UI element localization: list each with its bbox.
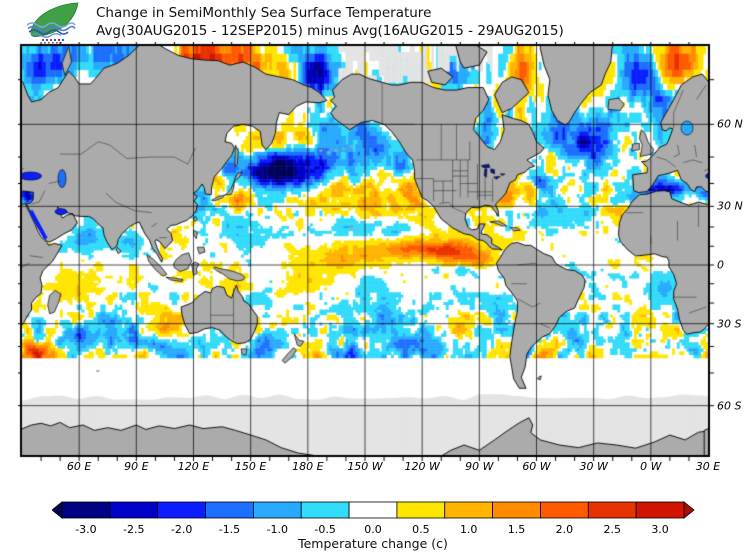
colorbar-tick-label: 0.5 <box>412 523 430 536</box>
colorbar-tick-label: 2.0 <box>556 523 574 536</box>
x-axis-label: 150 W <box>347 460 383 473</box>
colorbar-segment <box>540 501 589 519</box>
x-axis-label: 90 W <box>465 460 494 473</box>
y-axis-label: 60 S <box>717 399 742 413</box>
colorbar-segment <box>444 501 494 519</box>
colorbar-segment <box>61 501 111 519</box>
colorbar-tick-label: -0.5 <box>314 523 335 536</box>
colorbar-tick-label: -2.5 <box>123 523 144 536</box>
colorbar-segment <box>157 501 206 519</box>
plot-title: Change in SemiMonthly Sea Surface Temper… <box>96 5 432 21</box>
y-axis-label: 0 <box>717 258 724 272</box>
y-axis-label: 60 N <box>717 117 743 131</box>
colorbar-segment <box>587 501 637 519</box>
plot-subtitle: Avg(30AUG2015 - 12SEP2015) minus Avg(16A… <box>96 23 564 39</box>
colorbar-segment <box>205 501 254 519</box>
colorbar-above-max-arrow <box>683 501 695 519</box>
grads-cola-logo-icon <box>26 2 79 44</box>
x-axis-label: 120 W <box>404 460 440 473</box>
colorbar-tick-label: 0.0 <box>364 523 382 536</box>
colorbar-tick-label: -1.0 <box>267 523 288 536</box>
x-axis-label: 0 W <box>640 460 662 473</box>
colorbar-segment <box>492 501 541 519</box>
x-axis-label: 180 E <box>292 460 324 473</box>
colorbar-tick-label: 2.5 <box>603 523 621 536</box>
colorbar-segment <box>348 501 398 519</box>
x-axis-label: 30 W <box>579 460 608 473</box>
colorbar-tick-label: -2.0 <box>171 523 192 536</box>
plot-titles: Change in SemiMonthly Sea Surface Temper… <box>96 4 564 40</box>
colorbar-tick-label: -1.5 <box>219 523 240 536</box>
colorbar-segment <box>109 501 159 519</box>
colorbar-below-min-arrow <box>52 501 63 519</box>
colorbar-tick-label: 1.0 <box>460 523 478 536</box>
x-axis-label: 120 E <box>177 460 210 473</box>
y-axis-label: 30 N <box>717 199 743 213</box>
x-axis-label: 150 E <box>234 460 267 473</box>
x-axis-label: 30 E <box>695 460 721 473</box>
x-axis-label: 90 E <box>124 460 149 473</box>
colorbar: -3.0 -2.5 -2.0 -1.5 -1.0 -0.5 0.0 0.5 1.0 1.5 2.0 2… <box>52 501 695 551</box>
sst-anomaly-heatmap <box>18 42 716 462</box>
colorbar-segment <box>635 501 685 519</box>
colorbar-segment <box>396 501 446 519</box>
x-axis-label: 60 W <box>522 460 551 473</box>
colorbar-segment <box>252 501 302 519</box>
colorbar-tick-label: -3.0 <box>75 523 96 536</box>
colorbar-caption: Temperature change (c) <box>297 536 448 551</box>
x-axis-label: 60 E <box>66 460 92 473</box>
colorbar-segment <box>300 501 350 519</box>
colorbar-tick-label: 3.0 <box>651 523 669 536</box>
colorbar-tick-label: 1.5 <box>508 523 526 536</box>
y-axis-label: 30 S <box>717 317 742 331</box>
